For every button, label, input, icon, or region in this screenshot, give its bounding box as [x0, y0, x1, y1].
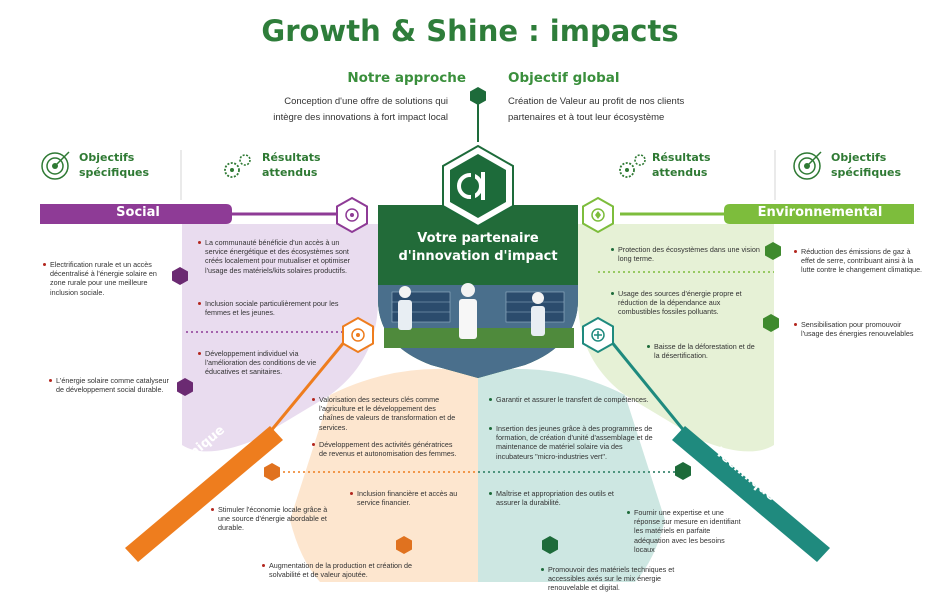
economic-result-2: Développement des activités génératrices… [319, 440, 457, 459]
social-result-1: La communauté bénéficie d'un accès à un … [205, 238, 351, 275]
economic-panel [290, 368, 478, 582]
center-title: Votre partenaire d'innovation d'impact [384, 230, 572, 266]
hex-marker-econ-1 [264, 463, 280, 481]
social-band [40, 204, 232, 224]
bullet-dot [43, 263, 46, 266]
header-specific-objectives-right: Objectifs spécifiques [831, 150, 901, 180]
target-icon [793, 151, 822, 180]
social-result-2: Inclusion sociale particulièrement pour … [205, 299, 339, 318]
economic-circle-icon [342, 316, 374, 354]
technical-result-1: Garantir et assurer le transfert de comp… [496, 395, 649, 404]
bullet-dot [312, 443, 315, 446]
bullet-dot [647, 345, 650, 348]
solar-panels [384, 291, 574, 348]
environment-band-label: Environnemental [757, 205, 883, 220]
bullet-dot [49, 379, 52, 382]
technical-objective-1: Fournir une expertise et une réponse sur… [634, 508, 741, 554]
environment-panel [578, 224, 774, 452]
center-title-line1: Votre partenaire [417, 231, 539, 246]
bullet-dot [312, 398, 315, 401]
approach-text-line1: Conception d'une offre de solutions qui [284, 96, 448, 107]
bullet-dot [198, 241, 201, 244]
bullet-dot [489, 492, 492, 495]
technical-band [672, 426, 830, 562]
technical-panel [478, 368, 665, 582]
objective-text: Création de Valeur au profit de nos clie… [508, 94, 708, 126]
logo-icon [442, 144, 514, 228]
technical-objective-2: Promouvoir des matériels techniques et a… [548, 565, 675, 593]
economic-result-3: Inclusion financière et accès au service… [357, 489, 458, 508]
approach-text-line2: intègre des innovations à fort impact lo… [273, 112, 448, 123]
social-result-3: Développement individuel via l'améliorat… [205, 349, 317, 377]
bullet-dot [611, 248, 614, 251]
header-expected-results-right: Résultats attendus [652, 150, 711, 180]
bullet-dot [794, 323, 797, 326]
hex-marker-env-1 [765, 242, 781, 260]
environment-result-3: Baisse de la déforestation et de la dése… [654, 342, 755, 361]
environment-circle-icon [582, 196, 614, 234]
bullet-dot [541, 568, 544, 571]
header-line: Résultats [262, 151, 321, 164]
page-title: Growth & Shine : impacts [261, 14, 679, 48]
center-title-line2: d'innovation d'impact [398, 249, 558, 264]
bullet-dot [350, 492, 353, 495]
technical-circle-icon [582, 316, 614, 354]
header-line: Objectifs [831, 151, 887, 164]
environment-objective-1: Réduction des émissions de gaz à effet d… [801, 247, 923, 275]
hex-marker-tech-2 [542, 536, 558, 554]
bullet-dot [794, 250, 797, 253]
target-icon [41, 151, 70, 180]
bullet-dot [262, 564, 265, 567]
header-line: spécifiques [79, 166, 150, 179]
approach-heading: Notre approche [347, 70, 466, 86]
social-objective-2: L'énergie solaire comme catalyseur de dé… [56, 376, 169, 395]
bullet-dot [198, 302, 201, 305]
approach-text: Conception d'une offre de solutions qui … [262, 94, 448, 126]
bullet-dot [211, 508, 214, 511]
technical-result-2: Insertion des jeunes grâce à des program… [496, 424, 653, 461]
environment-band [724, 204, 914, 224]
header-line: attendus [262, 166, 318, 179]
economic-objective-1: Stimuler l'économie locale grâce à une s… [218, 505, 328, 533]
hex-marker-social-2 [177, 378, 193, 396]
hex-marker-top [470, 87, 486, 105]
gears-icon [619, 154, 646, 178]
social-circle-icon [336, 196, 368, 234]
bullet-dot [627, 511, 630, 514]
header-line: Résultats [652, 151, 711, 164]
bullet-dot [489, 427, 492, 430]
economic-band [125, 426, 283, 562]
bullet-dot [611, 292, 614, 295]
header-line: Objectifs [79, 151, 135, 164]
environment-result-2: Usage des sources d'énergie propre et ré… [618, 289, 742, 317]
workers-illustration [398, 283, 545, 339]
header-line: spécifiques [831, 166, 902, 179]
hex-marker-tech-1 [675, 462, 691, 480]
bullet-dot [198, 352, 201, 355]
header-specific-objectives-left: Objectifs spécifiques [79, 150, 149, 180]
social-band-label: Social [116, 205, 160, 220]
environment-objective-2: Sensibilisation pour promouvoir l'usage … [801, 320, 914, 339]
economic-objective-2: Augmentation de la production et créatio… [269, 561, 413, 580]
gears-icon [224, 154, 251, 178]
objective-heading: Objectif global [508, 70, 620, 86]
environment-result-1: Protection des écosystèmes dans une visi… [618, 245, 760, 264]
social-panel [182, 224, 378, 452]
objective-text-line1: Création de Valeur au profit de nos clie… [508, 96, 685, 107]
social-objective-1: Electrification rurale et un accès décen… [50, 260, 157, 297]
hex-marker-social-1 [172, 267, 188, 285]
hex-marker-env-2 [763, 314, 779, 332]
hex-marker-econ-2 [396, 536, 412, 554]
technical-result-3: Maîtrise et appropriation des outils et … [496, 489, 614, 508]
economic-result-1: Valorisation des secteurs clés comme l'a… [319, 395, 456, 432]
header-expected-results-left: Résultats attendus [262, 150, 321, 180]
bullet-dot [489, 398, 492, 401]
header-line: attendus [652, 166, 708, 179]
objective-text-line2: partenaires et à tout leur écosystème [508, 112, 665, 123]
